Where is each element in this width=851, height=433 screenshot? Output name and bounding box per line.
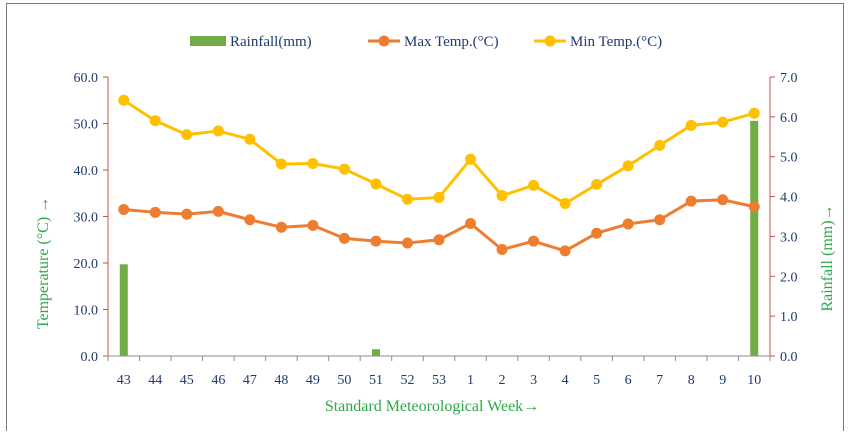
max-temp-point: [212, 205, 224, 217]
min-temp-point: [717, 116, 729, 128]
min-temp-point: [244, 133, 256, 145]
left-y-tick-label: 40.0: [74, 164, 99, 179]
max-temp-point: [496, 244, 508, 256]
left-y-tick-label: 10.0: [74, 304, 99, 319]
min-temp-point: [591, 178, 603, 190]
x-tick-label: 2: [499, 373, 506, 388]
legend-min-temp-swatch: [534, 35, 566, 47]
max-temp-point: [591, 227, 603, 239]
max-temp-point: [275, 221, 287, 233]
rainfall-bar: [371, 349, 380, 356]
x-tick-label: 1: [467, 373, 474, 388]
legend: Rainfall(mm) Max Temp.(°C) Min Temp.(°C): [190, 34, 662, 50]
max-temp-point: [149, 206, 161, 218]
max-temp-point: [748, 201, 760, 213]
x-tick-label: 53: [432, 373, 446, 388]
legend-min-temp-swatch-marker: [544, 35, 556, 47]
min-temp-point: [433, 191, 445, 203]
max-temp-point: [465, 217, 477, 229]
x-tick-label: 7: [656, 373, 663, 388]
max-temp-point: [654, 214, 666, 226]
left-y-tick-label: 20.0: [74, 257, 99, 272]
x-axis-title: Standard Meteorological Week→: [325, 398, 539, 415]
min-temp-point: [528, 179, 540, 191]
min-temp-point: [496, 190, 508, 202]
max-temp-point: [433, 234, 445, 246]
x-tick-label: 4: [562, 373, 569, 388]
min-temp-point: [654, 139, 666, 151]
x-tick-label: 5: [593, 373, 600, 388]
right-y-tick-label: 3.0: [780, 230, 798, 245]
max-temp-point: [685, 195, 697, 207]
max-temp-point: [244, 214, 256, 226]
left-y-axis-title: Temperature (°C) →: [35, 197, 52, 329]
right-y-tick-label: 7.0: [780, 71, 798, 86]
chart-frame: [6, 3, 844, 431]
max-temp-point: [401, 237, 413, 249]
min-temp-line: [122, 98, 755, 205]
legend-rainfall-swatch: [190, 36, 226, 46]
max-temp-point: [118, 204, 130, 216]
right-y-tick-label: 1.0: [780, 310, 798, 325]
x-tick-label: 44: [148, 373, 162, 388]
max-temp-point: [370, 235, 382, 247]
x-tick-label: 52: [400, 373, 414, 388]
x-tick-label: 43: [117, 373, 131, 388]
legend-label: Rainfall(mm): [230, 34, 312, 50]
right-y-tick-label: 5.0: [780, 151, 798, 166]
left-y-tick-label: 60.0: [74, 71, 99, 86]
left-y-tick-label: 50.0: [74, 118, 99, 133]
x-tick-label: 3: [530, 373, 537, 388]
max-temp-point: [338, 232, 350, 244]
x-tick-label: 47: [243, 373, 257, 388]
left-y-tick-label: 0.0: [81, 350, 99, 365]
x-tick-label: 50: [337, 373, 351, 388]
min-temp-point: [338, 163, 350, 175]
x-tick-label: 48: [274, 373, 288, 388]
legend-max-temp-swatch: [368, 35, 400, 47]
min-temp-point: [748, 107, 760, 119]
min-temp-point: [275, 158, 287, 170]
right-y-tick-label: 0.0: [780, 350, 798, 365]
min-temp-point: [622, 160, 634, 172]
min-temp-point: [149, 115, 161, 127]
left-y-tick-label: 30.0: [74, 211, 99, 226]
max-temp-point: [307, 219, 319, 231]
min-temp-point: [370, 178, 382, 190]
min-temp-point: [118, 94, 130, 106]
x-tick-label: 8: [688, 373, 695, 388]
x-tick-label: 46: [211, 373, 225, 388]
right-y-tick-label: 2.0: [780, 270, 798, 285]
min-temp-point: [307, 157, 319, 169]
min-temp-point: [401, 193, 413, 205]
x-tick-label: 9: [719, 373, 726, 388]
max-temp-point: [528, 235, 540, 247]
rainfall-bar: [750, 120, 759, 356]
max-temp-point: [181, 208, 193, 220]
legend-max-temp-swatch-marker: [378, 35, 390, 47]
legend-label: Max Temp.(°C): [404, 34, 499, 50]
min-temp-point: [685, 119, 697, 131]
legend-label: Min Temp.(°C): [570, 34, 662, 50]
right-y-tick-label: 6.0: [780, 111, 798, 126]
min-temp-point: [465, 153, 477, 165]
min-temp-point: [181, 129, 193, 141]
x-tick-label: 10: [747, 373, 761, 388]
right-y-axis-title: Rainfall (mm)→: [819, 204, 836, 311]
min-temp-point: [559, 197, 571, 209]
rainfall-bar: [119, 264, 128, 356]
axes: 0.0 10.0 20.0 30.0 40.0 50.0 60.0 0.0 1.0 2.0 3.0 4…: [74, 71, 798, 388]
min-temp-point: [212, 125, 224, 137]
x-tick-label: 6: [625, 373, 632, 388]
rainfall-bars: [119, 120, 759, 356]
x-tick-label: 49: [306, 373, 320, 388]
temperature-lines: [118, 94, 760, 257]
x-tick-label: 45: [180, 373, 194, 388]
x-tick-label: 51: [369, 373, 383, 388]
max-temp-point: [622, 218, 634, 230]
max-temp-point: [717, 194, 729, 206]
max-temp-point: [559, 245, 571, 257]
right-y-tick-label: 4.0: [780, 191, 798, 206]
